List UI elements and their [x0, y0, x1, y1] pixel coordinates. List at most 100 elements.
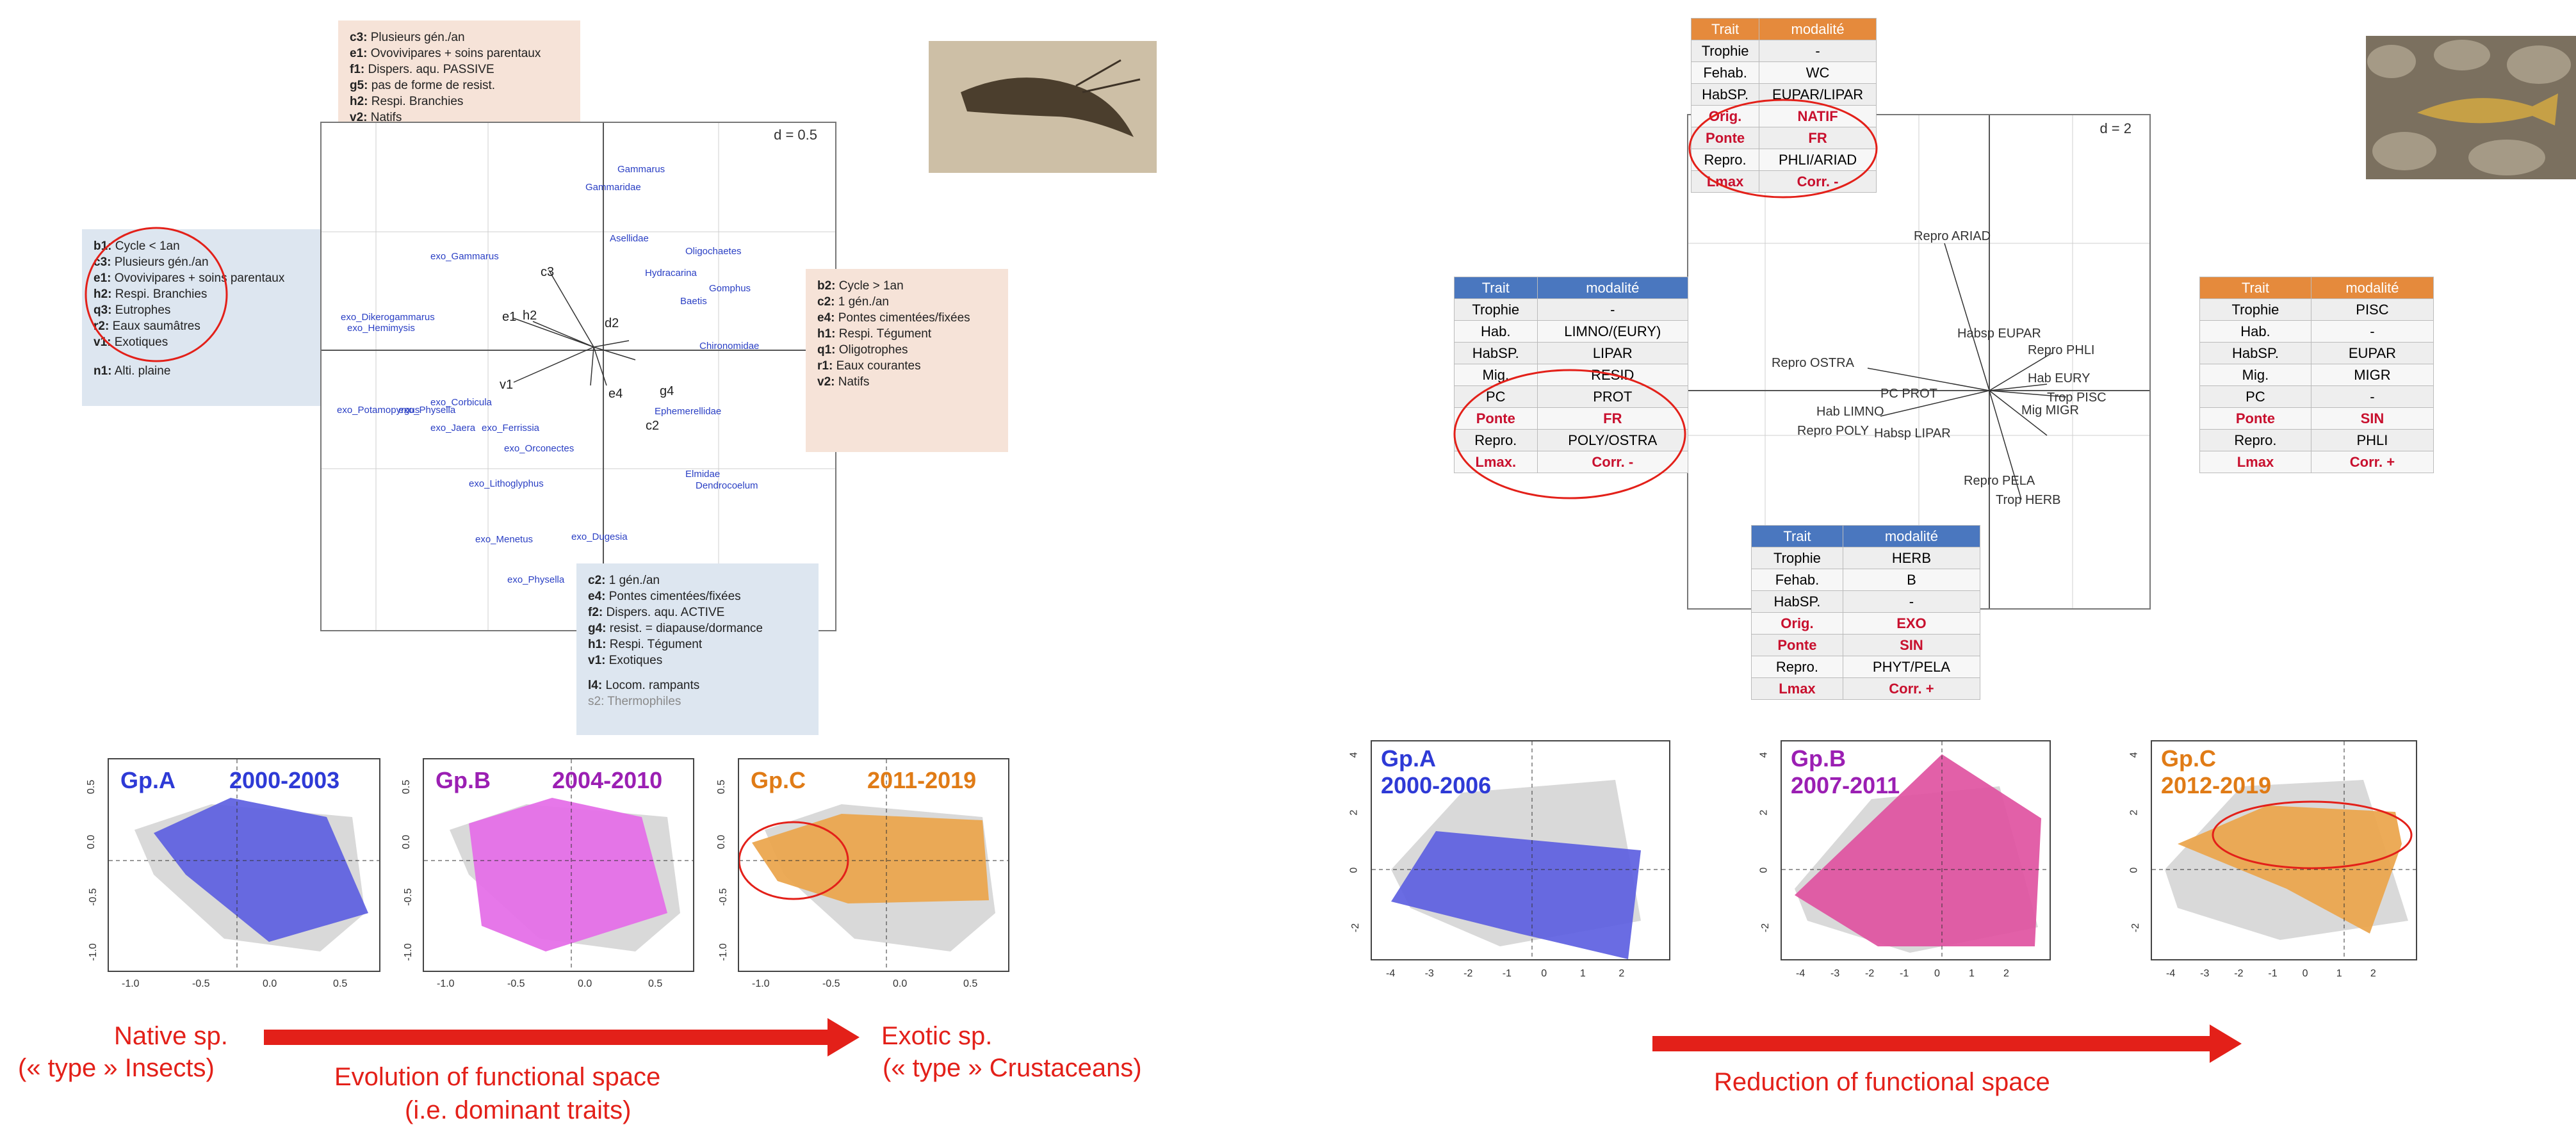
- trait-label: Trop HERB: [1996, 493, 2061, 507]
- table-row: HabSP. -: [1751, 590, 1981, 613]
- species-label: exo_Hemimysis: [347, 323, 415, 334]
- species-label: exo_Dikerogammarus: [341, 312, 435, 323]
- axis-tick-label: -4: [1386, 968, 1396, 979]
- trait-line: g5: pas de forme de resist.: [350, 79, 496, 92]
- species-label: exo_Potamopyrgus: [337, 405, 420, 416]
- axis-tick-label: 1: [1579, 968, 1586, 979]
- gp-a-label: Gp.A: [120, 767, 175, 793]
- gp-b-label: Gp.B: [436, 767, 491, 793]
- table-cell: Trophie: [1690, 40, 1760, 62]
- axis-tick-label: -0.5: [507, 978, 525, 989]
- axis-tick-label: 0.5: [333, 978, 348, 989]
- axis-tick-label: 4: [1348, 752, 1360, 758]
- trait-line: e1: Ovovivipares + soins parentaux: [350, 47, 541, 60]
- axis-tick-label: -0.5: [717, 888, 729, 906]
- table-cell: -: [1759, 40, 1877, 62]
- species-label: Chironomidae: [699, 341, 760, 352]
- table-cell: HabSP.: [1751, 590, 1843, 613]
- table-cell: FR: [1759, 127, 1877, 149]
- table-cell: EXO: [1842, 612, 1981, 635]
- trait-table-bottom: Trait modalité Trophie HERB Fehab. B HabSP. - Or…: [1751, 525, 1981, 700]
- exotic-caption-sub: (« type » Crustaceans): [883, 1054, 1142, 1082]
- table-cell: Trophie: [2199, 298, 2311, 321]
- axis-tick-label: 0: [1758, 867, 1770, 873]
- gp-b-years: 2004-2010: [552, 767, 663, 793]
- table-row: Fehab. WC: [1690, 61, 1877, 84]
- r-gp-c-label: Gp.C: [2161, 745, 2216, 772]
- evolution-caption: Evolution of functional space: [334, 1063, 661, 1091]
- gp-c-label: Gp.C: [751, 767, 806, 793]
- trait-label: c2: [646, 419, 660, 433]
- table-row: Repro. POLY/OSTRA: [1454, 429, 1689, 451]
- axis-tick-label: 1: [2336, 968, 2342, 979]
- r-gp-b-panel: Gp.B 2007-2011: [1781, 740, 2051, 960]
- table-row: Lmax. Corr. -: [1454, 451, 1689, 473]
- table-cell: -: [1842, 590, 1981, 613]
- table-row: Hab. LIMNO/(EURY): [1454, 320, 1689, 343]
- axis-tick-label: 4: [2128, 752, 2140, 758]
- table-row: Lmax Corr. -: [1690, 170, 1877, 193]
- trait-line: h2: Respi. Branchies: [350, 95, 464, 108]
- axis-tick-label: 0.0: [86, 834, 97, 850]
- axis-tick-label: -0.5: [192, 978, 210, 989]
- table-cell: Trophie: [1751, 547, 1843, 569]
- axis-tick-label: 2: [1758, 809, 1770, 816]
- r-gp-a-years: 2000-2006: [1381, 772, 1492, 798]
- species-label: Baetis: [680, 296, 707, 307]
- table-cell: Ponte: [1454, 407, 1538, 430]
- table-cell: WC: [1759, 61, 1877, 84]
- axis-tick-label: 0.0: [401, 834, 412, 850]
- exotic-caption: Exotic sp.: [881, 1022, 993, 1050]
- table-cell: Lmax: [1751, 677, 1843, 700]
- trait-line: h1: Respi. Tégument: [588, 638, 703, 651]
- table-cell: Repro.: [2199, 429, 2311, 451]
- trait-line: h1: Respi. Tégument: [817, 327, 932, 341]
- table-cell: Corr. -: [1759, 170, 1877, 193]
- trait-line: v1: Exotiques: [94, 336, 168, 349]
- species-label: exo_Ferrissia: [482, 423, 540, 433]
- axis-tick-label: -0.5: [402, 888, 414, 906]
- axis-tick-label: -1.0: [437, 978, 455, 989]
- r-gp-a-label: Gp.A: [1381, 745, 1436, 772]
- table-cell: Corr. -: [1537, 451, 1689, 473]
- axis-tick-label: 2: [1348, 809, 1360, 816]
- axis-tick-label: -1.0: [717, 943, 729, 961]
- table-cell: Lmax: [2199, 451, 2311, 473]
- trait-label: Hab EURY: [2028, 371, 2091, 385]
- trait-label: Repro ARIAD: [1914, 229, 1991, 243]
- axis-tick-label: -2: [1760, 923, 1772, 933]
- gp-c-panel: Gp.C 2011-2019: [738, 758, 1009, 972]
- right-trait-box: b2: Cycle > 1an c2: 1 gén./an e4: Pontes c…: [806, 269, 1008, 452]
- species-label: exo_Lithoglyphus: [469, 478, 544, 489]
- table-cell: B: [1842, 569, 1981, 591]
- table-header-cell: modalité: [1537, 277, 1689, 299]
- trait-line: q3: Eutrophes: [94, 304, 171, 317]
- trait-line: c2: 1 gén./an: [817, 295, 889, 309]
- axis-tick-label: 0.5: [401, 779, 412, 795]
- axis-tick-label: 0: [1541, 968, 1547, 979]
- trait-line: h2: Respi. Branchies: [94, 287, 208, 301]
- native-caption: Native sp.: [114, 1022, 228, 1050]
- species-label: exo_Orconectes: [504, 443, 575, 454]
- axis-tick-label: 2: [2370, 968, 2376, 979]
- trait-line: b2: Cycle > 1an: [817, 279, 904, 293]
- table-cell: LIMNO/(EURY): [1537, 320, 1689, 343]
- table-cell: HabSP.: [1690, 83, 1760, 106]
- table-row: Ponte SIN: [2199, 407, 2434, 430]
- axis-tick-label: -0.5: [87, 888, 99, 906]
- table-cell: Ponte: [1751, 634, 1843, 656]
- table-header-cell: modalité: [1759, 18, 1877, 40]
- trait-label: h2: [523, 309, 537, 323]
- table-row: Trophie HERB: [1751, 547, 1981, 569]
- table-cell: POLY/OSTRA: [1537, 429, 1689, 451]
- axis-tick-label: 4: [1758, 752, 1770, 758]
- trait-line: r1: Eaux courantes: [817, 359, 921, 373]
- table-cell: Ponte: [2199, 407, 2311, 430]
- red-circle-left-box: [85, 227, 228, 362]
- table-cell: HabSP.: [2199, 342, 2311, 364]
- table-row: Repro. PHLI: [2199, 429, 2434, 451]
- table-header-cell: modalité: [2310, 277, 2434, 299]
- trait-label: Repro PHLI: [2028, 343, 2095, 357]
- table-header-cell: Trait: [2199, 277, 2311, 299]
- axis-tick-label: 0.5: [648, 978, 663, 989]
